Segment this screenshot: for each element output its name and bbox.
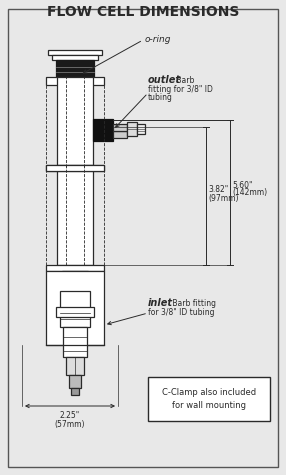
Text: for 3/8" ID tubing: for 3/8" ID tubing	[148, 308, 214, 317]
Bar	[137, 124, 145, 134]
Text: 5.60": 5.60"	[232, 180, 253, 190]
Bar	[148, 377, 270, 421]
Text: 2.25": 2.25"	[60, 411, 80, 420]
Bar	[127, 122, 137, 136]
Text: Barb: Barb	[174, 76, 194, 85]
Bar	[57, 77, 93, 165]
Bar	[48, 50, 102, 55]
Bar	[66, 357, 84, 375]
Bar	[46, 165, 104, 171]
Text: FLOW CELL DIMENSIONS: FLOW CELL DIMENSIONS	[47, 5, 239, 19]
Bar	[56, 307, 94, 317]
Text: Barb fitting: Barb fitting	[170, 299, 216, 308]
Text: (97mm): (97mm)	[208, 193, 239, 202]
Bar	[46, 77, 104, 85]
Text: 3.82": 3.82"	[208, 186, 228, 194]
Bar	[71, 388, 79, 395]
Bar	[113, 131, 127, 138]
Text: (57mm): (57mm)	[55, 419, 85, 428]
Bar	[60, 291, 90, 327]
Bar	[57, 171, 93, 265]
Bar	[46, 165, 104, 171]
Bar	[46, 265, 104, 271]
Bar	[56, 60, 94, 77]
Text: fitting for 3/8" ID: fitting for 3/8" ID	[148, 85, 213, 94]
Bar	[69, 375, 81, 388]
Bar	[63, 327, 87, 357]
Text: C-Clamp also included
for wall mounting: C-Clamp also included for wall mounting	[162, 388, 256, 410]
Text: o-ring: o-ring	[145, 35, 172, 44]
Text: outlet: outlet	[148, 75, 181, 85]
Text: tubing: tubing	[148, 93, 173, 102]
Bar	[93, 119, 113, 141]
Text: (142mm): (142mm)	[232, 189, 267, 198]
Bar	[62, 271, 88, 293]
Bar	[52, 55, 98, 60]
Text: inlet: inlet	[148, 298, 173, 308]
Bar	[113, 124, 127, 131]
Bar	[46, 271, 104, 345]
